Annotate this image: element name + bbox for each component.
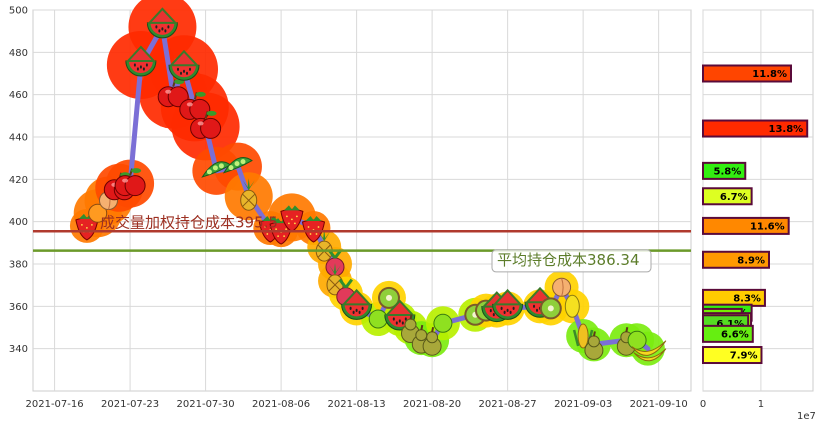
distribution-chart: 01 11.8%13.8%5.8%6.7%11.6%8.9%8.3%6.5%5.… xyxy=(700,9,816,422)
distribution-bar: 8.3% xyxy=(702,288,766,307)
x-tick-label: 2021-08-20 xyxy=(403,399,461,410)
pineapple-icon xyxy=(240,178,258,211)
distribution-bar-rect xyxy=(702,161,747,180)
distribution-bar-rect xyxy=(702,250,770,269)
watermelon-icon xyxy=(168,49,200,81)
pear-icon xyxy=(422,327,442,356)
distribution-bar-rect xyxy=(702,187,753,206)
y-tick-label: 480 xyxy=(9,48,28,59)
y-tick-label: 440 xyxy=(9,133,28,144)
distribution-bar-label: 6.7% xyxy=(720,192,748,203)
watermelon-icon xyxy=(341,288,373,320)
distribution-bar-rect xyxy=(702,216,790,235)
x-tick-label: 2021-09-10 xyxy=(630,399,688,410)
x-tick-label: 2021-08-13 xyxy=(328,399,386,410)
price-chart-x-axis: 2021-07-16 2021-07-23 2021-07-30 2021-08-06… xyxy=(26,399,688,410)
distribution-bar: 11.6% xyxy=(702,216,790,235)
x-tick-label: 2021-07-30 xyxy=(177,399,235,410)
distribution-bar-rect xyxy=(702,64,792,83)
banana-icon xyxy=(631,340,667,362)
distribution-bar: 6.6% xyxy=(702,324,754,343)
distribution-bar: 7.9% xyxy=(702,346,763,365)
apple-icon xyxy=(190,110,222,139)
y-tick-label: 400 xyxy=(9,217,28,228)
x-tick-label: 2021-08-06 xyxy=(252,399,310,410)
distribution-bar: 8.9% xyxy=(702,250,770,269)
strawberry-icon xyxy=(280,205,304,232)
distribution-bar-label: 8.3% xyxy=(733,293,761,304)
y-tick-label: 340 xyxy=(9,344,28,355)
orange-icon xyxy=(88,203,108,223)
x-tick-label: 1 xyxy=(758,399,764,410)
x-tick-label: 2021-09-03 xyxy=(554,399,612,410)
x-tick-label: 2021-07-23 xyxy=(101,399,159,410)
pear-icon xyxy=(584,331,604,360)
distribution-bar-rect xyxy=(702,119,809,138)
distribution-bar: 5.8% xyxy=(702,161,747,180)
distribution-bar: 6.7% xyxy=(702,187,753,206)
pea-pod-icon xyxy=(222,157,253,174)
weighted-cost-annotation: 成交量加权持仓成本395.5 xyxy=(100,214,278,232)
distribution-scale-label: 1e7 xyxy=(797,411,816,422)
distribution-bar-rect xyxy=(702,346,763,365)
annotation-label: 平均持仓成本386.34 xyxy=(497,251,640,269)
annotation-box xyxy=(491,249,652,273)
distribution-bar-label: 6.1% xyxy=(716,319,744,330)
annotation-label: 成交量加权持仓成本395.5 xyxy=(100,214,278,232)
y-tick-label: 500 xyxy=(9,6,28,17)
watermelon-icon xyxy=(492,288,524,320)
y-tick-label: 380 xyxy=(9,260,28,271)
distribution-bar-label: 8.9% xyxy=(737,255,765,266)
kiwi-icon xyxy=(378,286,400,309)
price-series-markers xyxy=(75,7,667,362)
lemon-icon xyxy=(564,294,580,318)
price-chart-y-axis: 340 360 380 400 420 440 460 480 500 xyxy=(9,6,28,356)
watermelon-icon xyxy=(125,45,157,77)
pea-pod-icon xyxy=(201,161,232,178)
kiwi-icon xyxy=(539,297,562,320)
lime-icon xyxy=(368,309,388,329)
x-tick-label: 2021-08-27 xyxy=(479,399,537,410)
distribution-bars: 11.8%13.8%5.8%6.7%11.6%8.9%8.3%6.5%5.1%6… xyxy=(702,64,809,365)
y-tick-label: 420 xyxy=(9,175,28,186)
average-cost-annotation: 平均持仓成本386.34 xyxy=(491,249,652,273)
distribution-bar-label: 11.6% xyxy=(750,221,785,232)
distribution-bar-rect xyxy=(702,324,754,343)
x-tick-label: 2021-07-16 xyxy=(26,399,84,410)
y-tick-label: 460 xyxy=(9,90,28,101)
distribution-bar-label: 6.6% xyxy=(721,329,749,340)
apple-icon xyxy=(114,168,146,197)
watermelon-icon xyxy=(146,7,178,39)
x-tick-label: 0 xyxy=(700,399,706,410)
lime-icon xyxy=(433,313,453,333)
distribution-bar: 13.8% xyxy=(702,119,809,138)
distribution-bar-label: 13.8% xyxy=(769,124,804,135)
apple-icon xyxy=(179,91,211,120)
distribution-bar-label: 7.9% xyxy=(730,351,758,362)
peach-icon xyxy=(552,277,572,297)
distribution-bar-label: 11.8% xyxy=(752,69,787,80)
lime-icon xyxy=(627,330,647,350)
y-tick-label: 360 xyxy=(9,302,28,313)
distribution-bar: 11.8% xyxy=(702,64,792,83)
distribution-bar-label: 5.8% xyxy=(714,166,742,177)
cost-lines: 成交量加权持仓成本395.5 平均持仓成本386.34 xyxy=(33,214,691,273)
